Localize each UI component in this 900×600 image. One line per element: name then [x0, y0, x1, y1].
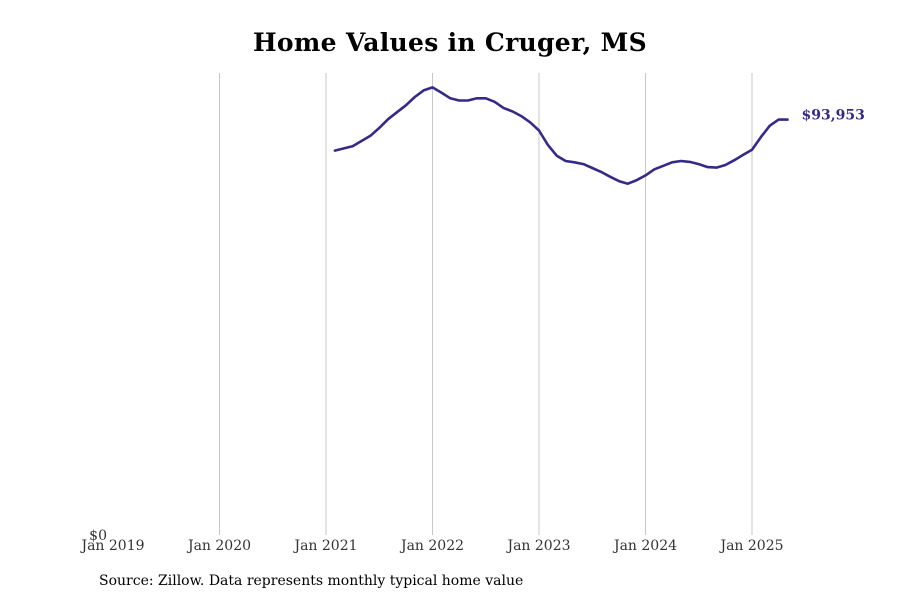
- x-tick-label: Jan 2020: [186, 538, 251, 554]
- x-tick-label: Jan 2025: [718, 538, 783, 554]
- end-value-label: $93,953: [802, 108, 865, 124]
- chart-title: Home Values in Cruger, MS: [252, 28, 647, 57]
- y-tick-label: $0: [89, 528, 107, 544]
- x-tick-label: Jan 2024: [612, 538, 677, 554]
- x-tick-label: Jan 2021: [292, 538, 357, 554]
- x-tick-label: Jan 2023: [505, 538, 570, 554]
- x-tick-label: Jan 2019: [79, 538, 144, 554]
- series-line: [333, 86, 789, 185]
- x-tick-label: Jan 2022: [399, 538, 464, 554]
- source-note: Source: Zillow. Data represents monthly …: [99, 573, 524, 589]
